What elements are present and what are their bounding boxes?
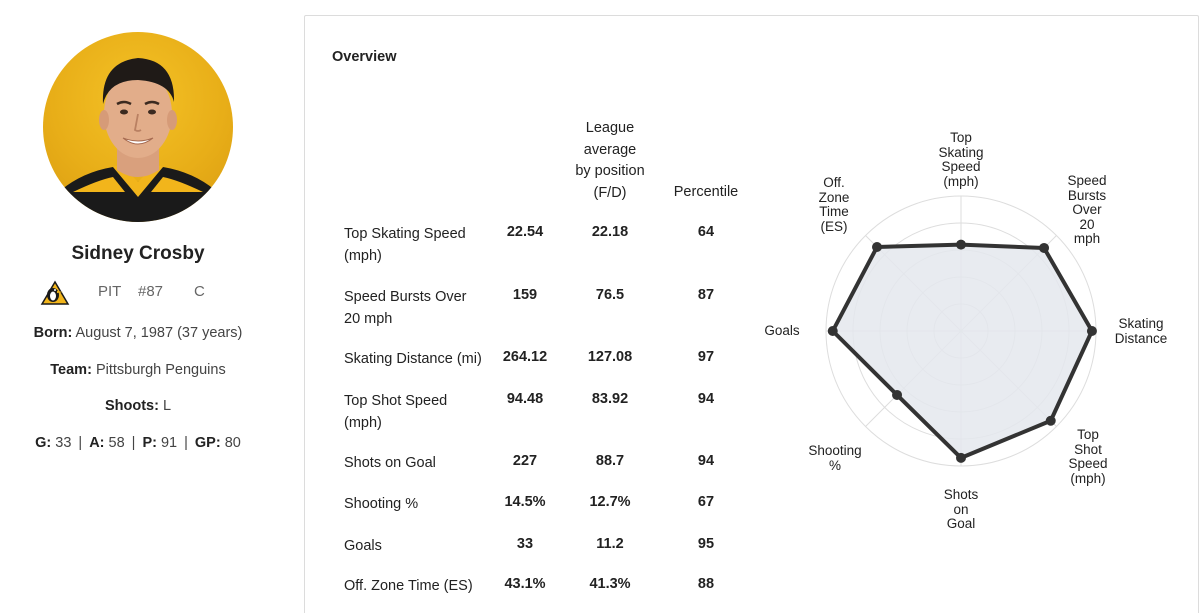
player-value: 264.12 bbox=[502, 349, 548, 365]
player-value: 43.1% bbox=[504, 576, 546, 592]
league-average-value: 83.92 bbox=[591, 391, 629, 407]
born-label: Born: bbox=[33, 325, 73, 341]
born-value: August 7, 1987 (37 years) bbox=[75, 325, 243, 341]
percentile-value: 95 bbox=[697, 536, 715, 552]
radar-axis-label: Speed Bursts Over 20 mph bbox=[1067, 173, 1107, 246]
player-headshot bbox=[43, 32, 233, 222]
league-average-value: 41.3% bbox=[589, 576, 631, 592]
team-label: Team: bbox=[50, 362, 92, 378]
player-position: C bbox=[194, 283, 205, 300]
percentile-value: 97 bbox=[697, 349, 715, 365]
player-value: 14.5% bbox=[504, 494, 546, 510]
penguins-logo-icon bbox=[40, 280, 70, 305]
shoots-label: Shoots: bbox=[104, 398, 159, 414]
metric-label: Top Shot Speed (mph) bbox=[344, 393, 448, 431]
percentile-value: 88 bbox=[697, 576, 715, 592]
goals-value: 33 bbox=[55, 435, 72, 451]
games-played-label: GP: bbox=[194, 435, 221, 451]
overview-card: Overview League average by position (F/D… bbox=[304, 15, 1199, 613]
player-value: 227 bbox=[512, 453, 538, 469]
born-info: Born: August 7, 1987 (37 years) bbox=[0, 325, 276, 341]
points-label: P: bbox=[142, 435, 157, 451]
percentile-value: 94 bbox=[697, 453, 715, 469]
league-average-value: 11.2 bbox=[596, 536, 624, 552]
overview-title: Overview bbox=[332, 49, 397, 65]
league-average-header: League average by position (F/D) bbox=[575, 120, 645, 201]
season-stats: G: 33 | A: 58 | P: 91 | GP: 80 bbox=[35, 435, 241, 451]
metric-label: Speed Bursts Over 20 mph bbox=[344, 289, 467, 327]
radar-axis-label: Skating Distance bbox=[1114, 316, 1168, 346]
games-played-value: 80 bbox=[224, 435, 241, 451]
radar-data-point bbox=[871, 241, 882, 252]
radar-data-point bbox=[1086, 326, 1097, 336]
player-profile: Sidney Crosby PIT #87 C Born: August 7, … bbox=[0, 0, 280, 613]
metric-label: Goals bbox=[344, 538, 382, 554]
assists-label: A: bbox=[89, 435, 105, 451]
team-info: Team: Pittsburgh Penguins bbox=[0, 362, 276, 378]
metric-label: Top Skating Speed (mph) bbox=[344, 226, 466, 264]
team-row: PIT #87 C bbox=[0, 280, 276, 305]
goals-label: G: bbox=[35, 435, 52, 451]
league-average-value: 22.18 bbox=[591, 224, 629, 240]
points-value: 91 bbox=[160, 435, 178, 451]
jersey-number: #87 bbox=[138, 283, 164, 300]
assists-value: 58 bbox=[108, 435, 125, 451]
league-average-value: 127.08 bbox=[587, 349, 633, 365]
player-value: 22.54 bbox=[506, 224, 544, 240]
league-average-value: 76.5 bbox=[595, 287, 625, 303]
percentile-value: 64 bbox=[697, 224, 715, 240]
radar-data-point bbox=[892, 389, 903, 400]
percentile-value: 94 bbox=[697, 391, 715, 407]
radar-percentile-polygon bbox=[830, 242, 1094, 460]
league-average-value: 12.7% bbox=[589, 494, 631, 510]
player-value: 33 bbox=[516, 536, 534, 552]
radar-axis-label: Goals bbox=[764, 323, 800, 338]
metric-label: Shooting % bbox=[344, 496, 419, 512]
percentile-header: Percentile bbox=[673, 184, 739, 200]
league-average-value: 88.7 bbox=[595, 453, 625, 469]
radar-chart: Top Skating Speed (mph) Speed Bursts Over 20 mph… bbox=[760, 96, 1200, 546]
radar-data-point bbox=[956, 452, 966, 463]
radar-axis-label: Top Skating Speed (mph) bbox=[938, 130, 984, 189]
radar-svg bbox=[825, 195, 1097, 467]
team-abbreviation: PIT bbox=[98, 283, 122, 300]
player-value: 159 bbox=[512, 287, 538, 303]
metric-label: Skating Distance (mi) bbox=[344, 351, 482, 367]
metric-label: Shots on Goal bbox=[344, 455, 436, 471]
radar-axis-label: Top Shot Speed (mph) bbox=[1068, 427, 1108, 486]
radar-data-point bbox=[1039, 242, 1050, 253]
percentile-value: 87 bbox=[697, 287, 715, 303]
radar-axis-label: Off. Zone Time (ES) bbox=[818, 175, 850, 234]
player-name: Sidney Crosby bbox=[71, 243, 205, 264]
radar-axis-label: Shooting% bbox=[808, 443, 862, 473]
radar-data-point bbox=[827, 326, 838, 336]
radar-axis-label: Shots on Goal bbox=[943, 487, 979, 531]
percentile-value: 67 bbox=[697, 494, 715, 510]
radar-data-point bbox=[956, 239, 966, 250]
shoots-info: Shoots: L bbox=[0, 398, 276, 414]
team-value: Pittsburgh Penguins bbox=[95, 362, 226, 378]
shoots-value: L bbox=[162, 398, 172, 414]
metric-label: Off. Zone Time (ES) bbox=[344, 578, 473, 594]
player-value: 94.48 bbox=[506, 391, 544, 407]
radar-data-point bbox=[1045, 415, 1056, 426]
